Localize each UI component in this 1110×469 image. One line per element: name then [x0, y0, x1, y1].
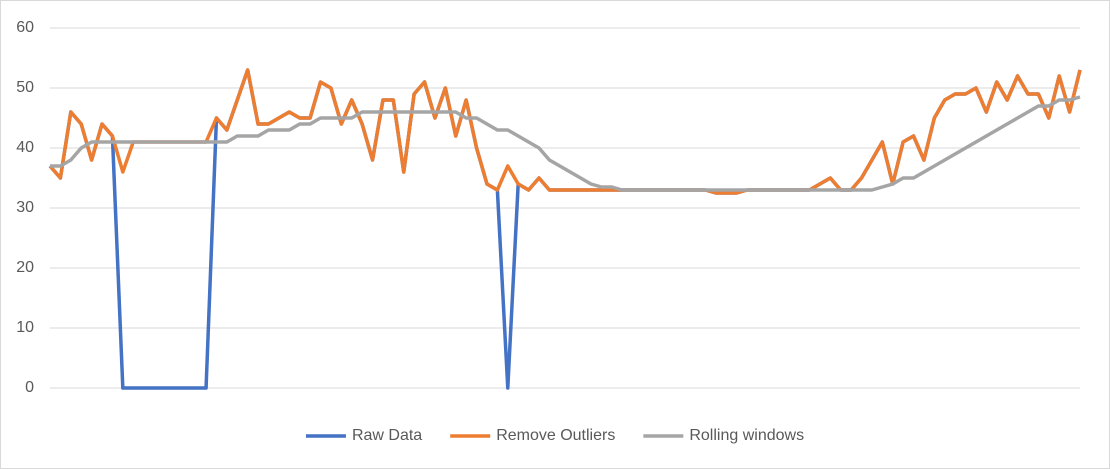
legend-label: Rolling windows — [689, 427, 804, 444]
y-tick-label: 10 — [16, 319, 34, 336]
y-tick-label: 0 — [25, 379, 34, 396]
legend-label: Raw Data — [352, 427, 422, 444]
y-tick-label: 60 — [16, 19, 34, 36]
series-line — [48, 68, 1082, 195]
legend-label: Remove Outliers — [496, 427, 615, 444]
y-tick-label: 50 — [16, 79, 34, 96]
y-tick-label: 40 — [16, 139, 34, 156]
y-tick-label: 20 — [16, 259, 34, 276]
y-tick-label: 30 — [16, 199, 34, 216]
series-line — [50, 95, 1081, 192]
